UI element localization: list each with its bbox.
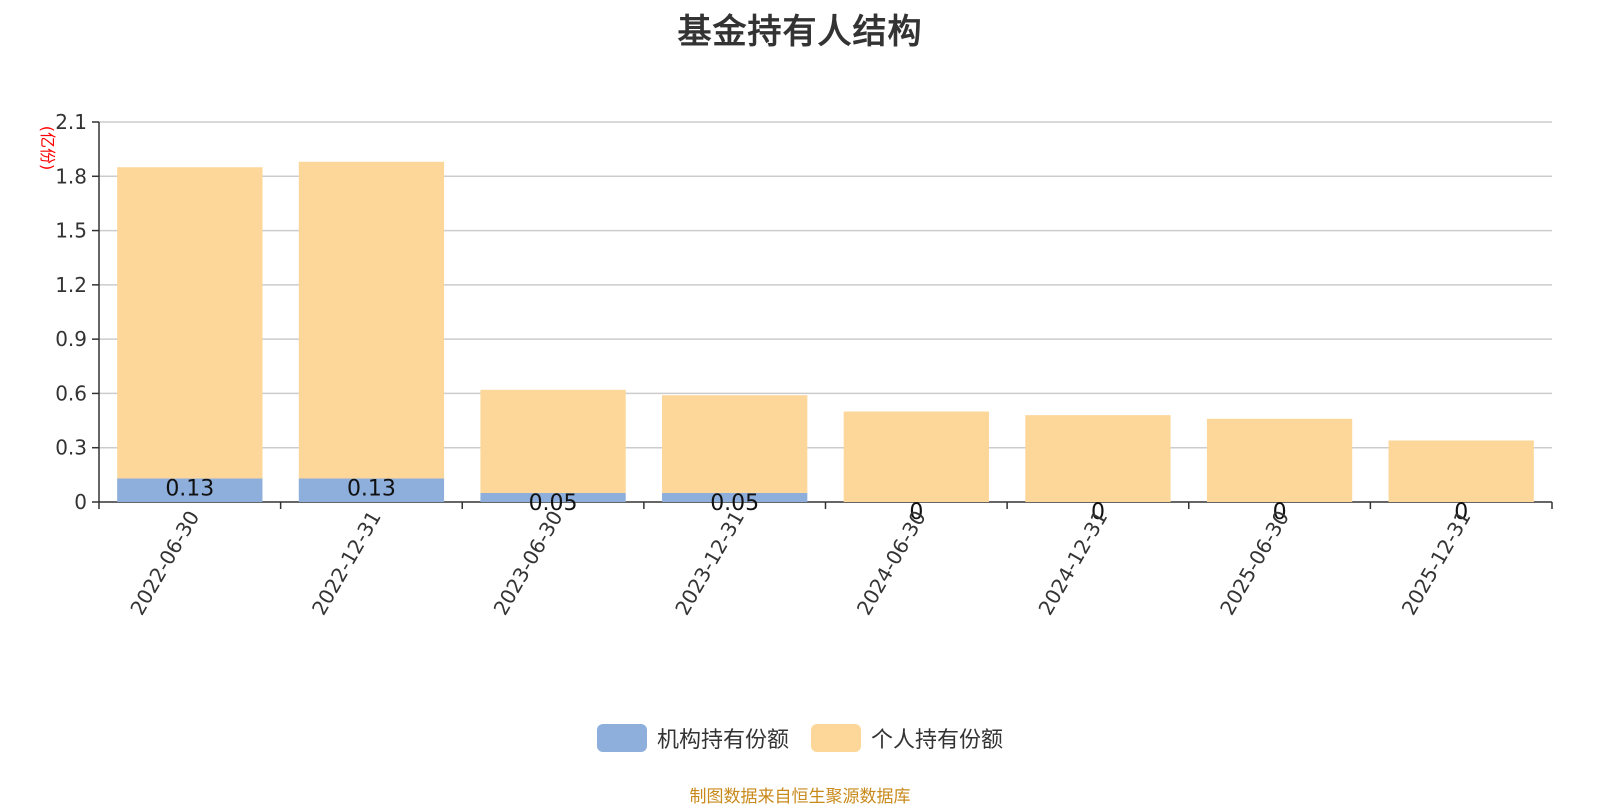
x-tick-label-5: 2024-12-31 bbox=[1033, 507, 1112, 620]
bar-institutional-2 bbox=[480, 492, 626, 502]
data-label-institutional-3: 0.05 bbox=[710, 491, 759, 516]
y-tick-label-2: 0.6 bbox=[55, 381, 87, 405]
y-tick-label-3: 0.9 bbox=[55, 327, 87, 351]
bar-individual-7 bbox=[1388, 440, 1534, 502]
legend-swatch-individual bbox=[811, 724, 861, 752]
x-tick-label-0: 2022-06-30 bbox=[125, 507, 204, 620]
bar-institutional-1 bbox=[298, 478, 445, 502]
x-tick-label-4: 2024-06-30 bbox=[852, 507, 931, 620]
y-tick-label-0: 0 bbox=[74, 490, 87, 514]
y-tick-label-7: 2.1 bbox=[55, 110, 87, 134]
data-label-institutional-4: 0 bbox=[909, 500, 923, 525]
y-tick-label-4: 1.2 bbox=[55, 273, 87, 297]
legend-label-institutional: 机构持有份额 bbox=[656, 728, 789, 753]
x-tick-label-1: 2022-12-31 bbox=[307, 507, 386, 620]
data-label-institutional-6: 0 bbox=[1273, 500, 1287, 525]
bar-individual-4 bbox=[843, 411, 989, 502]
y-tick-label-6: 1.8 bbox=[55, 164, 87, 188]
bar-individual-6 bbox=[1206, 418, 1353, 502]
legend-swatch-institutional bbox=[596, 724, 647, 752]
bar-individual-5 bbox=[1025, 415, 1171, 502]
legend: 机构持有份额 个人持有份额 bbox=[0, 722, 1600, 754]
bar-individual-1 bbox=[298, 161, 445, 479]
data-label-institutional-1: 0.13 bbox=[347, 476, 396, 501]
y-axis-unit-label: (亿份) bbox=[38, 126, 57, 171]
legend-item-institutional[interactable]: 机构持有份额 bbox=[596, 722, 789, 754]
data-label-institutional-7: 0 bbox=[1454, 500, 1468, 525]
bar-institutional-3 bbox=[662, 492, 808, 502]
x-tick-label-2: 2023-06-30 bbox=[488, 507, 567, 620]
x-tick-label-7: 2025-12-31 bbox=[1397, 507, 1476, 620]
chart-plot: 0 0.3 0.6 0.9 1.2 1.5 1.8 2.1(亿份) 0.13 2022-06-30… bbox=[38, 110, 1553, 620]
source-note: 制图数据来自恒生聚源数据库 bbox=[689, 787, 911, 807]
legend-item-individual[interactable]: 个人持有份额 bbox=[811, 722, 1003, 754]
y-tick-label-1: 0.3 bbox=[55, 436, 87, 460]
x-tick-label-3: 2023-12-31 bbox=[670, 507, 749, 620]
bar-individual-3 bbox=[662, 395, 808, 493]
y-tick-label-5: 1.5 bbox=[55, 219, 87, 243]
chart-title: 基金持有人结构 bbox=[677, 12, 923, 52]
data-label-institutional-2: 0.05 bbox=[529, 491, 578, 516]
data-label-institutional-0: 0.13 bbox=[165, 476, 214, 501]
bar-individual-2 bbox=[480, 389, 626, 493]
bar-individual-0 bbox=[117, 167, 263, 479]
bar-institutional-0 bbox=[117, 478, 263, 502]
data-label-institutional-5: 0 bbox=[1091, 500, 1105, 525]
x-tick-label-6: 2025-06-30 bbox=[1215, 507, 1294, 620]
legend-label-individual: 个人持有份额 bbox=[871, 728, 1004, 753]
